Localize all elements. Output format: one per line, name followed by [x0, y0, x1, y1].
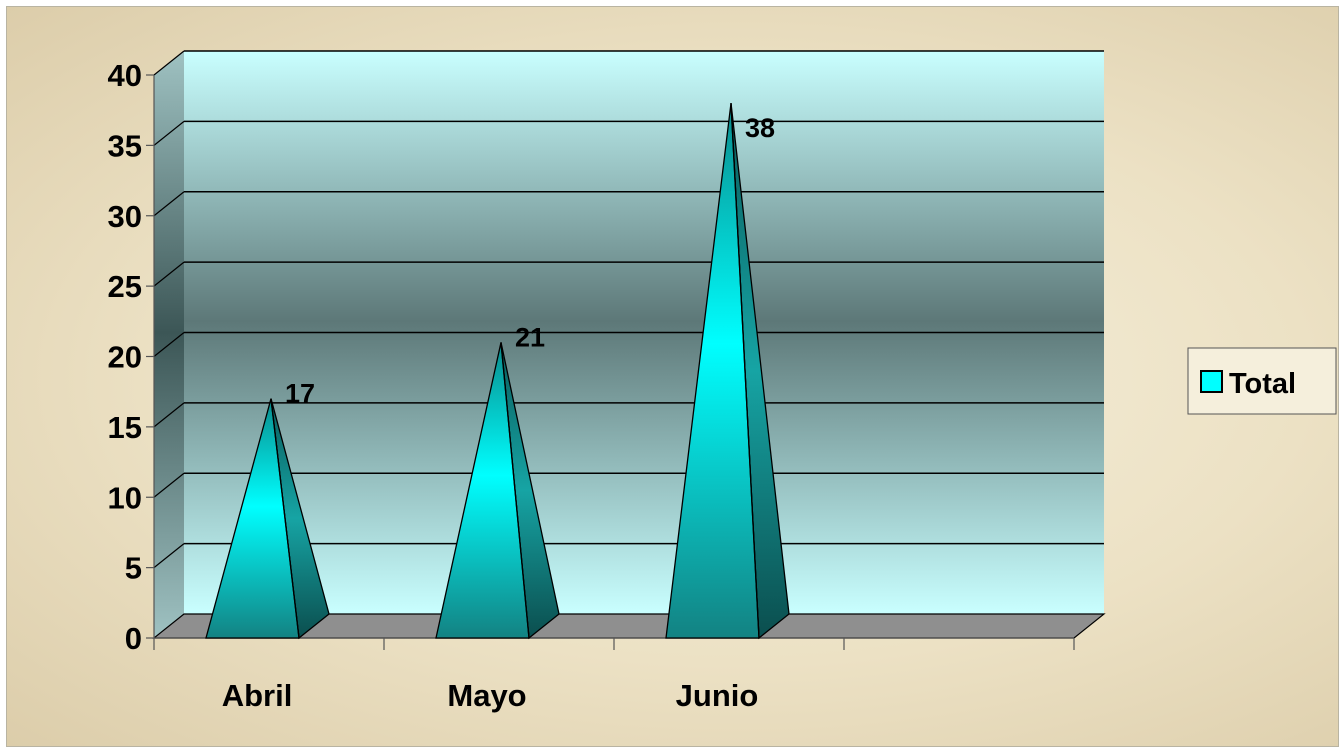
legend: Total: [1187, 347, 1337, 415]
y-tick-label: 5: [125, 551, 142, 586]
gridline-side: [153, 472, 185, 498]
pyramid-edge: [500, 342, 530, 639]
axes: [146, 74, 1075, 650]
data-label: 17: [285, 379, 315, 409]
x-category-label: Junio: [676, 678, 759, 713]
x-category-label: Mayo: [447, 678, 526, 713]
y-tick-label: 15: [108, 410, 142, 445]
gridline-side: [153, 50, 185, 76]
pyramid-edge: [730, 103, 760, 639]
y-tick-label: 10: [108, 480, 142, 515]
gridline-side: [153, 332, 185, 357]
y-tick-label: 40: [108, 58, 142, 93]
gridline-side: [153, 402, 185, 428]
x-category-label: Abril: [222, 678, 293, 713]
data-label: 38: [745, 113, 775, 143]
pyramid-bar: [665, 103, 790, 640]
y-tick-label: 30: [108, 199, 142, 234]
pyramid-bar: [205, 398, 330, 640]
data-label: 21: [515, 322, 545, 352]
y-tick-label: 0: [125, 621, 142, 656]
legend-label: Total: [1229, 368, 1296, 400]
y-tick-label: 20: [108, 340, 142, 375]
gridline-side: [153, 120, 185, 146]
gridline-side: [153, 543, 185, 569]
gridline-side: [153, 191, 185, 217]
labels: 0 5 10 15 20 25 30 35 40 17 Abril 21 Mayo 38 Junio: [108, 58, 776, 713]
legend-swatch: [1200, 370, 1223, 393]
gridlines: [153, 50, 1104, 569]
pyramid-edge: [270, 398, 300, 639]
y-tick-label: 25: [108, 269, 142, 304]
y-tick-label: 35: [108, 128, 142, 163]
gridline-side: [153, 261, 185, 287]
pyramid-bars: [205, 103, 790, 640]
pyramid-bar: [435, 342, 560, 640]
